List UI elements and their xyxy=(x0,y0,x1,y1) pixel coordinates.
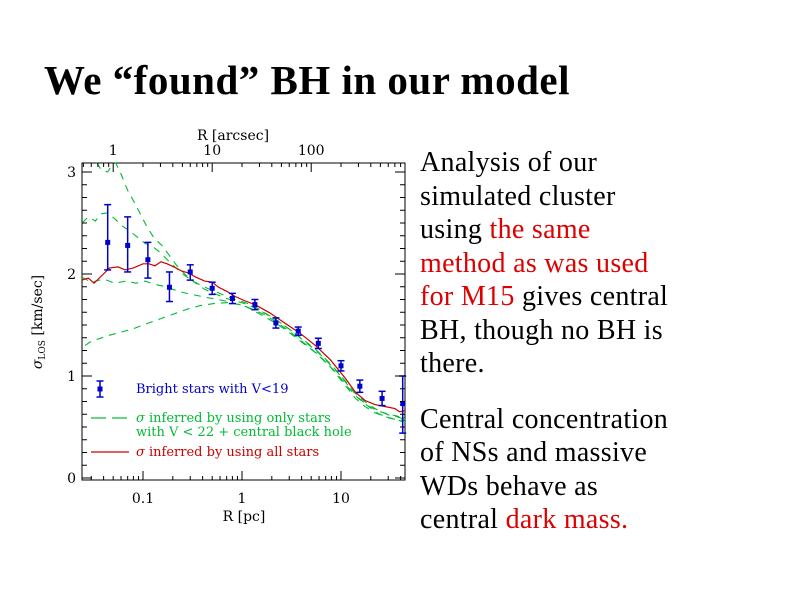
data-point xyxy=(379,395,385,401)
x-axis-tick-label: 10 xyxy=(332,491,350,507)
body-text-segment: Analysis of our xyxy=(420,147,598,178)
highlight-red-text: dark mass. xyxy=(505,504,629,535)
text-line: Central concentration xyxy=(420,403,798,437)
body-text-segment: Central concentration xyxy=(420,403,669,435)
data-point xyxy=(357,383,363,389)
paragraph-central-concentration: Central concentration of NSs and massive W… xyxy=(420,403,798,537)
y-axis-tick-label: 2 xyxy=(67,267,76,283)
body-text-segment: central xyxy=(420,504,506,535)
body-text-segment: WDs behave as xyxy=(420,470,599,502)
data-point xyxy=(187,269,193,275)
text-line: method as was used xyxy=(420,247,798,281)
body-text-segment: BH, though no BH is xyxy=(420,314,663,346)
data-point xyxy=(273,320,279,326)
data-point xyxy=(229,295,235,301)
top-axis-tick-label: 100 xyxy=(298,143,325,159)
series-green-dashed-2 xyxy=(81,212,406,420)
x-axis-label-top: R [arcsec] xyxy=(197,128,269,144)
text-line: for M15 gives central xyxy=(420,280,798,314)
legend-label: Bright stars with V<19 xyxy=(136,382,288,397)
series-green-dashed-3 xyxy=(81,276,406,422)
data-point xyxy=(315,340,321,346)
highlight-red-text: for M15 xyxy=(420,281,515,312)
legend-label: σ inferred by using all stars xyxy=(136,445,319,460)
y-axis-label: σLOS [km/sec] xyxy=(30,275,48,369)
highlight-red-text: the same xyxy=(489,214,591,245)
x-axis-label-bottom: R [pc] xyxy=(223,509,266,525)
data-point xyxy=(295,328,301,334)
data-point xyxy=(338,363,344,369)
data-point xyxy=(105,239,111,245)
top-axis-tick-label: 10 xyxy=(203,143,221,159)
text-line: WDs behave as xyxy=(420,470,798,504)
top-axis-tick-label: 1 xyxy=(109,143,118,159)
data-point xyxy=(209,285,215,291)
data-point xyxy=(400,401,406,407)
text-line: central dark mass. xyxy=(420,503,798,537)
data-point xyxy=(125,242,131,248)
y-axis-tick-label: 1 xyxy=(67,369,76,385)
body-text-segment: gives central xyxy=(514,281,669,312)
x-axis-tick-label: 0.1 xyxy=(132,491,154,507)
legend-label: with V < 22 + central black hole xyxy=(136,425,352,440)
highlight-red-text: method as was used xyxy=(420,247,649,279)
data-point xyxy=(145,257,151,263)
body-text-segment: there. xyxy=(420,348,485,379)
text-line: BH, though no BH is xyxy=(420,314,798,348)
data-point xyxy=(166,284,172,290)
text-line: simulated cluster xyxy=(420,180,798,214)
data-point xyxy=(252,302,258,308)
series-green-dashed-4 xyxy=(84,302,406,423)
y-axis-tick-label: 0 xyxy=(67,471,76,487)
body-text-segment: of NSs and massive xyxy=(420,437,648,468)
paragraph-analysis: Analysis of our simulated cluster using th… xyxy=(420,146,798,381)
body-text: Analysis of our simulated cluster using th… xyxy=(420,146,798,559)
slide-title: We “found” BH in our model xyxy=(44,57,570,103)
plot-frame xyxy=(81,162,406,481)
body-text-segment: using xyxy=(420,214,490,245)
x-axis-tick-label: 1 xyxy=(238,491,247,507)
legend-label: σ inferred by using only stars xyxy=(136,411,331,426)
text-line: Analysis of our xyxy=(420,146,798,180)
text-line: using the same xyxy=(420,213,798,247)
text-line: there. xyxy=(420,347,798,381)
legend-point-swatch xyxy=(97,386,103,392)
y-axis-tick-label: 3 xyxy=(67,165,76,181)
text-line: of NSs and massive xyxy=(420,436,798,470)
body-text-segment: simulated cluster xyxy=(420,180,616,212)
